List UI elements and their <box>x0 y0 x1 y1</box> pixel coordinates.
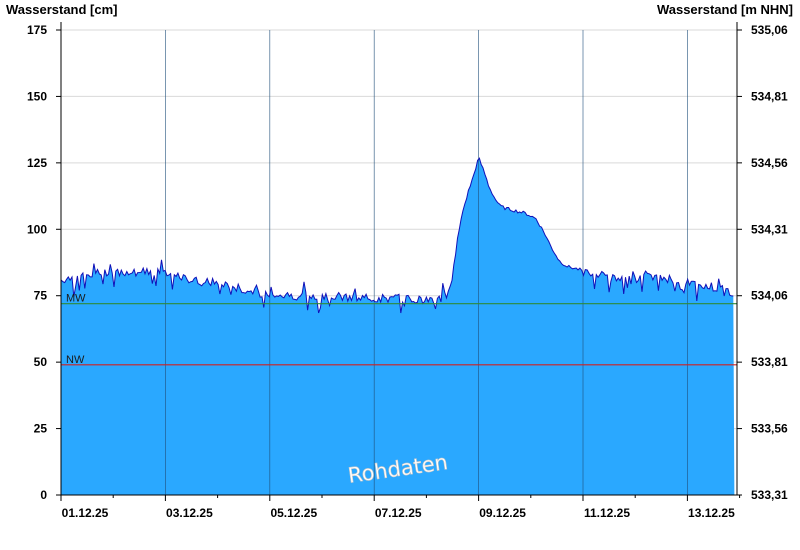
left-tick-label-75: 75 <box>34 289 48 303</box>
ref-label-nw: NW <box>66 354 85 366</box>
series-area <box>61 158 735 495</box>
right-tick-label-3: 534,06 <box>751 289 788 303</box>
x-tick-label-4: 09.12.25 <box>479 506 526 520</box>
x-tick-label-3: 07.12.25 <box>375 506 422 520</box>
right-tick-label-1: 533,56 <box>751 422 788 436</box>
x-tick-label-5: 11.12.25 <box>584 506 630 520</box>
right-tick-label-6: 534,81 <box>751 89 788 103</box>
left-tick-label-50: 50 <box>34 355 48 369</box>
left-tick-label-125: 125 <box>27 156 47 170</box>
left-tick-label-0: 0 <box>40 488 47 502</box>
x-tick-label-2: 05.12.25 <box>270 506 317 520</box>
ref-label-mw: MW <box>66 293 86 305</box>
x-tick-label-1: 03.12.25 <box>166 506 213 520</box>
series-line <box>60 157 734 314</box>
left-tick-label-150: 150 <box>27 89 47 103</box>
right-tick-label-2: 533,81 <box>751 355 788 369</box>
left-tick-label-25: 25 <box>34 422 48 436</box>
x-tick-label-6: 13.12.25 <box>688 506 735 520</box>
right-tick-label-5: 534,56 <box>751 156 788 170</box>
right-tick-label-7: 535,06 <box>751 23 788 37</box>
right-tick-label-4: 534,31 <box>751 222 788 236</box>
right-tick-label-0: 533,31 <box>751 488 788 502</box>
right-axis-title: Wasserstand [m NHN] <box>657 2 793 17</box>
x-tick-label-0: 01.12.25 <box>62 506 109 520</box>
left-tick-label-175: 175 <box>27 23 47 37</box>
left-axis-title: Wasserstand [cm] <box>6 2 118 17</box>
left-tick-label-100: 100 <box>27 222 47 236</box>
